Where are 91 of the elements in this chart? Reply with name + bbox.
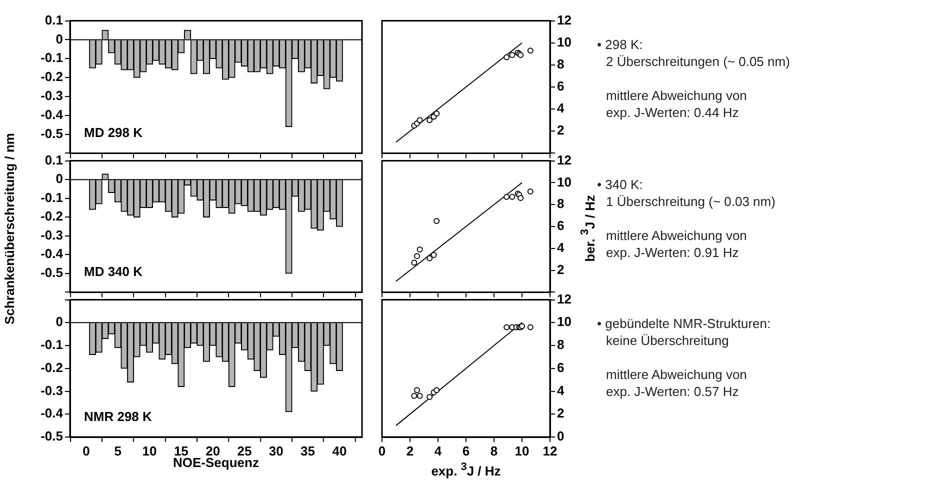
text: 2 Überschreitungen (~ 0.05 nm) (605, 53, 790, 70)
point (416, 117, 423, 124)
point (504, 54, 510, 60)
y-tick-label: -0.3 (40, 227, 63, 242)
point (411, 260, 418, 266)
y-tick-label: 0 (557, 428, 564, 444)
point (509, 52, 516, 58)
text: exp. J-Werten: 0.91 Hz (605, 244, 740, 261)
point (434, 110, 440, 116)
point (416, 392, 423, 399)
y-tick-label: 8 (557, 56, 564, 72)
y-tick-label: -0.1 (40, 337, 63, 352)
y-tick-label: 0 (56, 31, 63, 46)
y-tick-label: 4 (557, 382, 565, 398)
x-tick-label: 2 (406, 443, 414, 458)
y-tick-label: 2 (557, 122, 564, 138)
y-tick-label: 0 (56, 314, 63, 330)
x-tick-label: 0 (378, 443, 386, 458)
point (414, 253, 420, 260)
y-tick-label: 10 (557, 34, 572, 50)
text: • 298 K: (597, 36, 644, 53)
x-axis-title: exp. $^{3}$J / Hz (431, 461, 501, 478)
y-tick-label: -0.2 (40, 208, 63, 224)
point (527, 48, 534, 54)
y-tick-label: -0.3 (40, 382, 63, 398)
y-tick-label: 2 (557, 262, 564, 277)
x-tick-label: 35 (300, 443, 316, 458)
y-tick-label: 12 (557, 152, 572, 168)
y-tick-label: 4 (557, 100, 565, 116)
y-tick-label: 12 (557, 291, 572, 306)
point (434, 218, 440, 224)
x-tick-label: 40 (332, 443, 347, 458)
y-tick-label: 2 (557, 406, 564, 421)
point (414, 387, 420, 394)
y-tick-label: 0 (56, 171, 63, 186)
point (426, 394, 433, 400)
point (518, 195, 524, 202)
y-tick-label: -0.2 (40, 69, 63, 84)
y-tick-label: -0.4 (40, 246, 64, 262)
y-tick-label: -0.3 (40, 88, 63, 104)
y-tick-label: 10 (557, 174, 572, 190)
y-tick-label: 0.1 (44, 152, 63, 168)
point (434, 387, 440, 394)
y-tick-label: 6 (557, 360, 564, 375)
y-tick-label: 8 (557, 337, 564, 352)
y-axis-title: Schrankenüberschreitung / nm (2, 133, 17, 324)
point (411, 392, 418, 399)
x-tick-label: 10 (514, 443, 530, 458)
text: mittlere Abweichung von (605, 87, 748, 104)
y-tick-label: -0.5 (40, 428, 63, 444)
text: exp. J-Werten: 0.57 Hz (605, 383, 740, 400)
y-tick-label: 10 (557, 314, 572, 330)
y-tick-label: 4 (557, 240, 565, 255)
point (527, 188, 534, 194)
text: keine Überschreitung (605, 332, 730, 349)
x-tick-label: 8 (490, 443, 498, 458)
x-tick-label: 10 (142, 443, 157, 458)
point (504, 194, 510, 200)
point (504, 324, 510, 330)
y-tick-label: 0.1 (44, 12, 63, 28)
y-tick-label: 8 (557, 196, 564, 212)
point (430, 252, 437, 258)
x-tick-label: 0 (82, 443, 90, 458)
text: 1 Überschreitung (~ 0.03 nm) (605, 193, 776, 210)
y-tick-label: -0.1 (40, 50, 63, 66)
point (416, 246, 423, 252)
x-tick-label: 5 (114, 443, 122, 458)
annotation: MD 340 K (84, 264, 144, 280)
y-tick-label: -0.4 (40, 406, 64, 421)
x-tick-label: 6 (462, 443, 470, 458)
x-tick-label: 4 (434, 443, 442, 458)
point (527, 324, 534, 330)
annotation: MD 298 K (84, 125, 144, 140)
annotation: NMR 298 K (84, 409, 153, 424)
point (426, 255, 433, 262)
y-tick-label: -0.5 (40, 265, 63, 280)
text: • 340 K: (597, 176, 644, 193)
text: mittlere Abweichung von (605, 227, 748, 244)
y-tick-label: -0.2 (40, 360, 63, 375)
text: mittlere Abweichung von (605, 366, 748, 383)
y-tick-label: 6 (557, 218, 564, 234)
y-tick-label: -0.5 (40, 126, 63, 141)
y-tick-label: -0.4 (40, 106, 64, 122)
x-tick-label: 30 (268, 443, 284, 458)
point (426, 117, 433, 124)
point (509, 194, 516, 200)
y-tick-label: -0.1 (40, 190, 63, 205)
y-tick-label: 6 (557, 78, 564, 94)
text: • gebündelte NMR-Strukturen: (597, 315, 771, 332)
y-tick-label: 12 (557, 12, 572, 28)
text: exp. J-Werten: 0.44 Hz (605, 104, 740, 121)
